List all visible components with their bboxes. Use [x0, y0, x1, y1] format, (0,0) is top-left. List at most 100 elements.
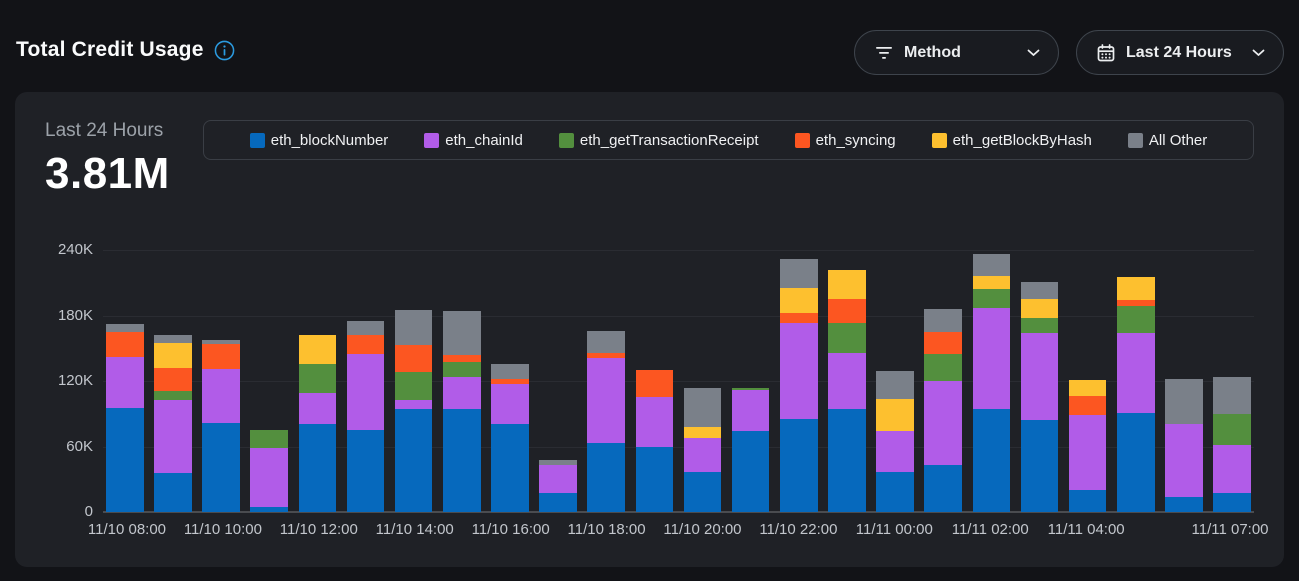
time-range-dropdown[interactable]: Last 24 Hours	[1076, 30, 1284, 75]
legend-item[interactable]: All Other	[1127, 132, 1207, 149]
bar-segment[interactable]	[731, 387, 770, 390]
bar-column[interactable]	[876, 250, 914, 512]
bar-segment[interactable]	[876, 399, 914, 431]
bar-segment[interactable]	[972, 275, 1011, 290]
bar-column[interactable]	[491, 250, 529, 512]
bar-segment[interactable]	[635, 396, 674, 447]
bar-segment[interactable]	[154, 473, 192, 512]
bar-segment[interactable]	[683, 437, 722, 473]
bar-column[interactable]	[1068, 250, 1107, 512]
bar-segment[interactable]	[106, 331, 144, 357]
bar-segment[interactable]	[1116, 412, 1155, 512]
bar-segment[interactable]	[491, 423, 529, 512]
bar-column[interactable]	[202, 250, 240, 512]
bar-segment[interactable]	[346, 429, 385, 512]
bar-segment[interactable]	[924, 465, 963, 512]
bar-segment[interactable]	[972, 409, 1011, 512]
bar-segment[interactable]	[876, 472, 914, 512]
bar-segment[interactable]	[828, 269, 866, 299]
bar-segment[interactable]	[779, 259, 818, 289]
bar-segment[interactable]	[154, 399, 192, 474]
bar-segment[interactable]	[683, 388, 722, 427]
bar-column[interactable]	[1213, 250, 1251, 512]
bar-segment[interactable]	[1213, 377, 1251, 415]
bar-segment[interactable]	[1020, 298, 1059, 318]
bar-segment[interactable]	[1116, 332, 1155, 413]
bar-column[interactable]	[442, 250, 481, 512]
bar-segment[interactable]	[924, 353, 963, 381]
legend-item[interactable]: eth_getBlockByHash	[931, 132, 1092, 149]
bar-segment[interactable]	[539, 492, 577, 512]
bar-segment[interactable]	[442, 408, 481, 512]
bar-segment[interactable]	[828, 322, 866, 354]
bar-segment[interactable]	[1068, 380, 1107, 396]
bar-segment[interactable]	[154, 391, 192, 400]
bar-column[interactable]	[1020, 250, 1059, 512]
bar-segment[interactable]	[924, 309, 963, 333]
bar-segment[interactable]	[298, 335, 337, 365]
bar-segment[interactable]	[587, 442, 626, 512]
bar-segment[interactable]	[442, 310, 481, 356]
bar-column[interactable]	[394, 250, 433, 512]
bar-segment[interactable]	[1165, 378, 1203, 424]
bar-segment[interactable]	[972, 308, 1011, 410]
bar-segment[interactable]	[972, 289, 1011, 309]
bar-segment[interactable]	[154, 368, 192, 392]
bar-segment[interactable]	[1213, 414, 1251, 446]
bar-segment[interactable]	[442, 355, 481, 363]
bar-segment[interactable]	[731, 430, 770, 512]
bar-segment[interactable]	[924, 332, 963, 354]
bar-segment[interactable]	[394, 408, 433, 512]
bar-segment[interactable]	[491, 364, 529, 379]
bar-segment[interactable]	[298, 393, 337, 424]
bar-segment[interactable]	[972, 253, 1011, 276]
bar-segment[interactable]	[298, 364, 337, 394]
bar-segment[interactable]	[491, 383, 529, 424]
bar-column[interactable]	[828, 250, 866, 512]
bar-segment[interactable]	[1020, 332, 1059, 420]
bar-column[interactable]	[539, 250, 577, 512]
bar-column[interactable]	[250, 250, 289, 512]
bar-segment[interactable]	[635, 370, 674, 397]
bar-segment[interactable]	[1116, 276, 1155, 300]
bar-segment[interactable]	[539, 465, 577, 493]
bar-segment[interactable]	[394, 400, 433, 409]
bar-segment[interactable]	[394, 344, 433, 373]
bar-segment[interactable]	[1165, 497, 1203, 512]
bar-column[interactable]	[972, 250, 1011, 512]
bar-segment[interactable]	[876, 430, 914, 473]
bar-segment[interactable]	[106, 407, 144, 512]
bar-segment[interactable]	[154, 342, 192, 369]
info-icon[interactable]	[214, 40, 235, 61]
bar-segment[interactable]	[202, 343, 240, 369]
bar-segment[interactable]	[876, 371, 914, 400]
bar-segment[interactable]	[779, 288, 818, 314]
bar-segment[interactable]	[587, 357, 626, 443]
bar-segment[interactable]	[683, 426, 722, 438]
bar-segment[interactable]	[346, 335, 385, 355]
bar-segment[interactable]	[587, 352, 626, 358]
bar-segment[interactable]	[779, 323, 818, 419]
legend-item[interactable]: eth_syncing	[794, 132, 896, 149]
bar-segment[interactable]	[635, 446, 674, 512]
bar-segment[interactable]	[587, 330, 626, 353]
bar-column[interactable]	[1165, 250, 1203, 512]
bar-segment[interactable]	[202, 422, 240, 512]
bar-segment[interactable]	[1020, 317, 1059, 333]
bar-segment[interactable]	[491, 378, 529, 384]
bar-segment[interactable]	[1068, 490, 1107, 512]
bar-segment[interactable]	[250, 506, 289, 512]
bar-segment[interactable]	[346, 354, 385, 430]
bar-segment[interactable]	[1165, 423, 1203, 498]
legend-item[interactable]: eth_chainId	[424, 132, 523, 149]
bar-segment[interactable]	[779, 418, 818, 512]
bar-segment[interactable]	[1213, 492, 1251, 512]
bar-segment[interactable]	[106, 356, 144, 408]
bar-segment[interactable]	[683, 472, 722, 512]
bar-segment[interactable]	[442, 377, 481, 409]
bar-segment[interactable]	[1020, 281, 1059, 299]
bar-column[interactable]	[683, 250, 722, 512]
bar-segment[interactable]	[731, 389, 770, 431]
bar-segment[interactable]	[828, 408, 866, 512]
bar-segment[interactable]	[346, 321, 385, 336]
